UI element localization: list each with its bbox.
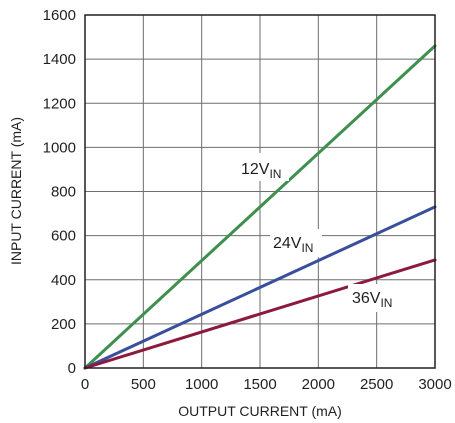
- y-tick-label: 600: [51, 228, 76, 245]
- y-tick-label: 800: [51, 184, 76, 201]
- label-12vin-background: [237, 153, 289, 181]
- y-tick-label: 1600: [43, 7, 76, 24]
- x-axis-label: OUTPUT CURRENT (mA): [178, 403, 342, 419]
- label-12vin-sub: IN: [269, 167, 281, 181]
- x-tick-label: 2500: [360, 376, 393, 393]
- x-tick-label: 1500: [243, 376, 276, 393]
- y-tick-labels: 0 200 400 600 800 1000 1200 1400 1600: [43, 7, 76, 377]
- x-tick-label: 2000: [302, 376, 335, 393]
- label-24vin-background: [270, 229, 322, 257]
- x-tick-label: 500: [131, 376, 156, 393]
- x-tick-label: 1000: [185, 376, 218, 393]
- x-tick-label: 3000: [418, 376, 451, 393]
- label-24vin-main: 24V: [273, 235, 302, 252]
- series-lines: [83, 44, 437, 370]
- label-36vin-main: 36V: [352, 290, 381, 307]
- svg-text:36VIN: 36VIN: [352, 290, 392, 310]
- y-tick-label: 1400: [43, 51, 76, 68]
- y-axis-label: INPUT CURRENT (mA): [8, 117, 24, 265]
- y-tick-label: 1000: [43, 139, 76, 156]
- label-24vin: 24VIN: [270, 229, 322, 257]
- series-24vin-line: [83, 205, 437, 370]
- x-tick-labels: 0 500 1000 1500 2000 2500 3000: [81, 376, 452, 393]
- plot-frame: [84, 14, 436, 369]
- svg-text:24VIN: 24VIN: [273, 235, 313, 255]
- svg-text:12VIN: 12VIN: [241, 161, 281, 181]
- label-36vin-background: [348, 284, 400, 312]
- y-tick-label: 1200: [43, 95, 76, 112]
- x-tick-label: 0: [81, 376, 89, 393]
- y-tick-label: 0: [68, 360, 76, 377]
- label-36vin: 36VIN: [348, 284, 400, 312]
- y-tick-label: 200: [51, 316, 76, 333]
- label-36vin-sub: IN: [380, 296, 392, 310]
- series-12vin-line: [83, 44, 437, 370]
- label-12vin-main: 12V: [241, 161, 270, 178]
- y-tick-label: 400: [51, 272, 76, 289]
- series-36vin-line: [83, 258, 437, 370]
- label-24vin-sub: IN: [301, 241, 313, 255]
- label-12vin: 12VIN: [237, 153, 289, 181]
